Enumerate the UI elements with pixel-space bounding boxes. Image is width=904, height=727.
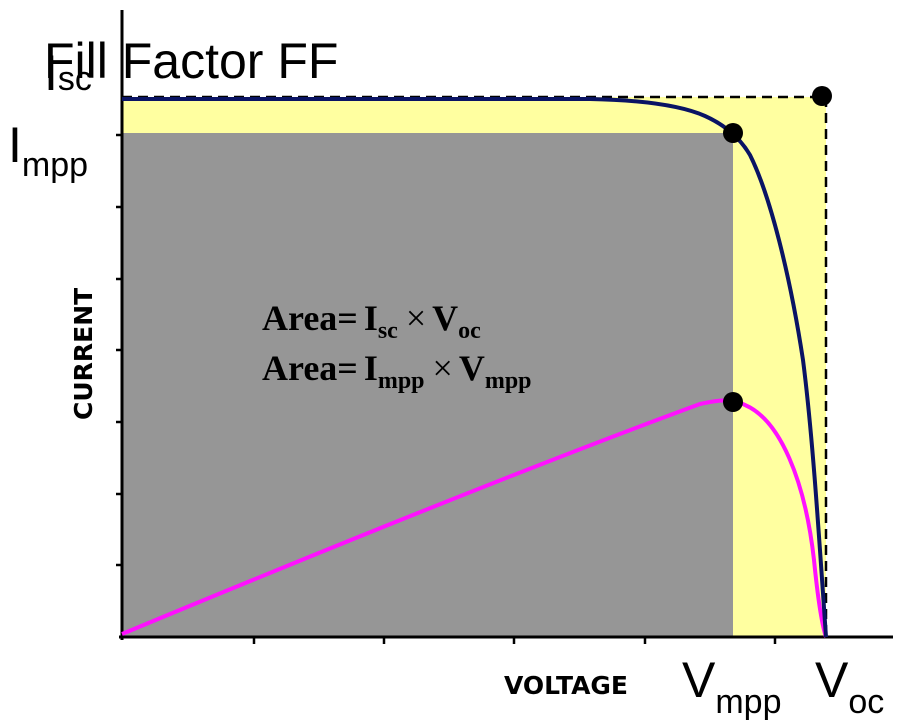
times-symbol: × — [433, 348, 453, 388]
isc-subscript: sc — [58, 60, 92, 98]
area-word: Area= — [262, 348, 358, 388]
voltage-subscript: oc — [458, 318, 481, 344]
current-symbol: I — [364, 298, 378, 338]
mpp-point-power — [723, 392, 743, 412]
isc-voc-point — [812, 86, 832, 106]
y-axis-label: CURRENT — [69, 288, 98, 420]
isc-base: I — [44, 45, 58, 101]
x-axis-label: VOLTAGE — [504, 671, 628, 700]
area-annotation-isc-voc: Area= Isc × Voc — [262, 298, 481, 344]
times-symbol: × — [406, 298, 426, 338]
voc-label: Voc — [815, 652, 884, 721]
voltage-symbol: V — [432, 298, 458, 338]
impp-base: I — [8, 117, 22, 173]
impp-subscript: mpp — [22, 146, 88, 184]
vmpp-subscript: mpp — [715, 683, 781, 721]
impp-label: Impp — [8, 117, 88, 184]
vmpp-label: Vmpp — [682, 652, 782, 721]
current-subscript: sc — [378, 318, 398, 344]
area-word: Area= — [262, 298, 358, 338]
impp-vmpp-area — [122, 133, 733, 637]
voc-subscript: oc — [848, 683, 884, 721]
voltage-subscript: mpp — [485, 368, 532, 394]
vmpp-base: V — [682, 652, 716, 708]
voc-base: V — [815, 652, 849, 708]
mpp-point-iv — [723, 123, 743, 143]
voltage-symbol: V — [459, 348, 485, 388]
current-subscript: mpp — [378, 368, 425, 394]
current-symbol: I — [364, 348, 378, 388]
